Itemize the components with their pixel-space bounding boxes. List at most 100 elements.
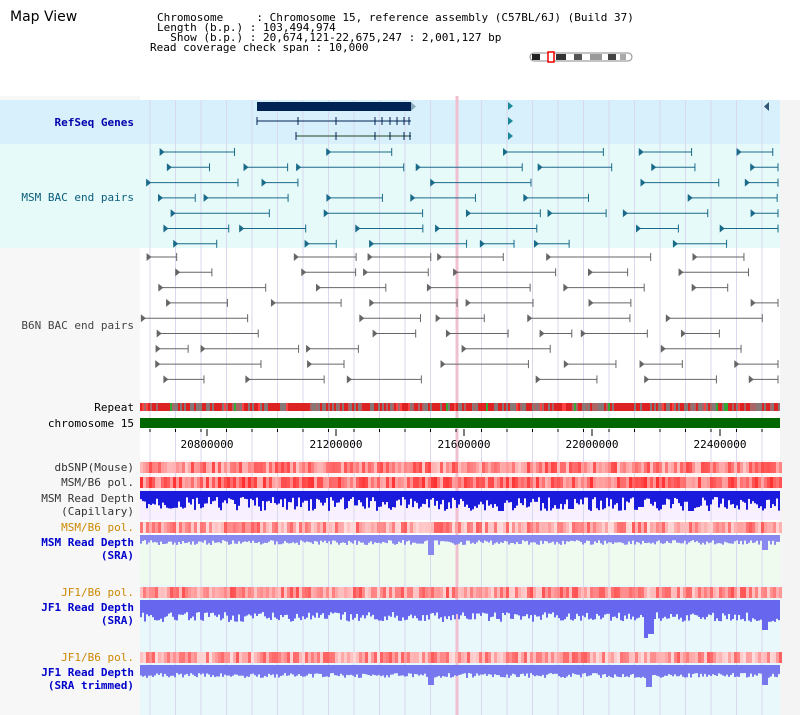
depth-bar — [164, 491, 166, 506]
depth-bar — [310, 600, 312, 620]
track-label-msm-bac[interactable]: MSM BAC end pairs — [21, 191, 134, 204]
depth-bar — [594, 491, 596, 498]
depth-bar — [698, 600, 700, 617]
depth-bar — [244, 600, 246, 617]
depth-bar — [442, 665, 444, 677]
heat-cell — [356, 477, 359, 488]
heat-cell — [599, 652, 602, 663]
track-label-b6n-bac[interactable]: B6N BAC end pairs — [21, 319, 134, 332]
heat-cell — [644, 522, 647, 533]
heat-cell — [470, 587, 473, 598]
depth-bar — [150, 535, 152, 541]
depth-bar — [642, 600, 644, 618]
heat-cell — [173, 462, 176, 473]
heat-cell — [449, 477, 452, 488]
heat-cell — [614, 652, 617, 663]
depth-bar — [376, 491, 378, 511]
depth-bar — [520, 600, 522, 620]
heat-cell — [635, 522, 638, 533]
track-label-refseq[interactable]: RefSeq Genes — [54, 116, 134, 129]
bac-end — [304, 239, 310, 248]
repeat-cell — [694, 403, 696, 411]
depth-bar — [200, 535, 202, 542]
heat-cell — [497, 522, 500, 533]
heat-cell — [764, 462, 767, 473]
heat-cell — [422, 522, 425, 533]
heat-cell — [248, 462, 251, 473]
repeat-cell — [344, 403, 346, 411]
heat-cell — [725, 522, 728, 533]
heat-cell — [701, 587, 704, 598]
repeat-cell — [584, 403, 586, 411]
heat-cell — [344, 462, 347, 473]
depth-bar — [740, 535, 742, 541]
depth-bar — [758, 535, 760, 545]
heat-cell — [365, 462, 368, 473]
depth-bar — [702, 600, 704, 618]
depth-bar — [724, 491, 726, 508]
depth-bar — [564, 535, 566, 545]
depth-bar — [172, 600, 174, 617]
depth-bar — [300, 491, 302, 508]
depth-bar — [334, 665, 336, 676]
bac-end — [691, 283, 697, 292]
depth-bar — [182, 535, 184, 541]
depth-bar — [312, 665, 314, 678]
heat-cell — [302, 522, 305, 533]
depth-bar — [678, 600, 680, 620]
heat-cell — [194, 587, 197, 598]
repeat-cell — [412, 403, 414, 411]
depth-bar — [646, 535, 648, 544]
heat-cell — [398, 587, 401, 598]
heat-cell — [347, 587, 350, 598]
depth-bar — [380, 665, 382, 677]
depth-bar — [640, 491, 642, 507]
depth-bar — [302, 491, 304, 503]
repeat-cell — [598, 403, 600, 411]
heat-cell — [545, 652, 548, 663]
repeat-cell — [318, 403, 320, 411]
depth-bar — [398, 665, 400, 676]
heat-cell — [668, 652, 671, 663]
depth-bar — [462, 600, 464, 613]
depth-bar — [590, 491, 592, 511]
depth-bar — [362, 600, 364, 616]
heat-cell — [650, 522, 653, 533]
repeat-cell — [254, 403, 256, 411]
repeat-cell — [224, 403, 226, 411]
depth-bar — [260, 535, 262, 545]
repeat-cell — [626, 403, 628, 411]
heat-cell — [251, 462, 254, 473]
heat-cell — [374, 587, 377, 598]
repeat-cell — [646, 403, 648, 411]
depth-bar — [360, 665, 362, 678]
depth-bar — [766, 535, 768, 550]
depth-bar — [332, 665, 334, 674]
heat-cell — [518, 477, 521, 488]
repeat-cell — [292, 403, 294, 411]
depth-bar — [614, 491, 616, 505]
bac-end — [750, 298, 756, 307]
repeat-cell — [770, 403, 772, 411]
heat-cell — [329, 652, 332, 663]
heat-cell — [722, 462, 725, 473]
repeat-cell — [616, 403, 618, 411]
repeat-cell — [408, 403, 410, 411]
heat-cell — [554, 462, 557, 473]
repeat-cell — [720, 403, 722, 411]
depth-bar — [768, 600, 770, 622]
heat-cell — [758, 522, 761, 533]
depth-bar — [558, 535, 560, 544]
bac-end — [270, 298, 276, 307]
repeat-cell — [768, 403, 770, 411]
heat-cell — [386, 587, 389, 598]
heat-cell — [305, 462, 308, 473]
depth-bar — [150, 491, 152, 505]
depth-bar — [544, 491, 546, 509]
depth-bar — [492, 600, 494, 617]
heat-cell — [431, 652, 434, 663]
heat-cell — [146, 477, 149, 488]
heat-cell — [242, 477, 245, 488]
heat-cell — [296, 652, 299, 663]
depth-bar — [600, 600, 602, 620]
